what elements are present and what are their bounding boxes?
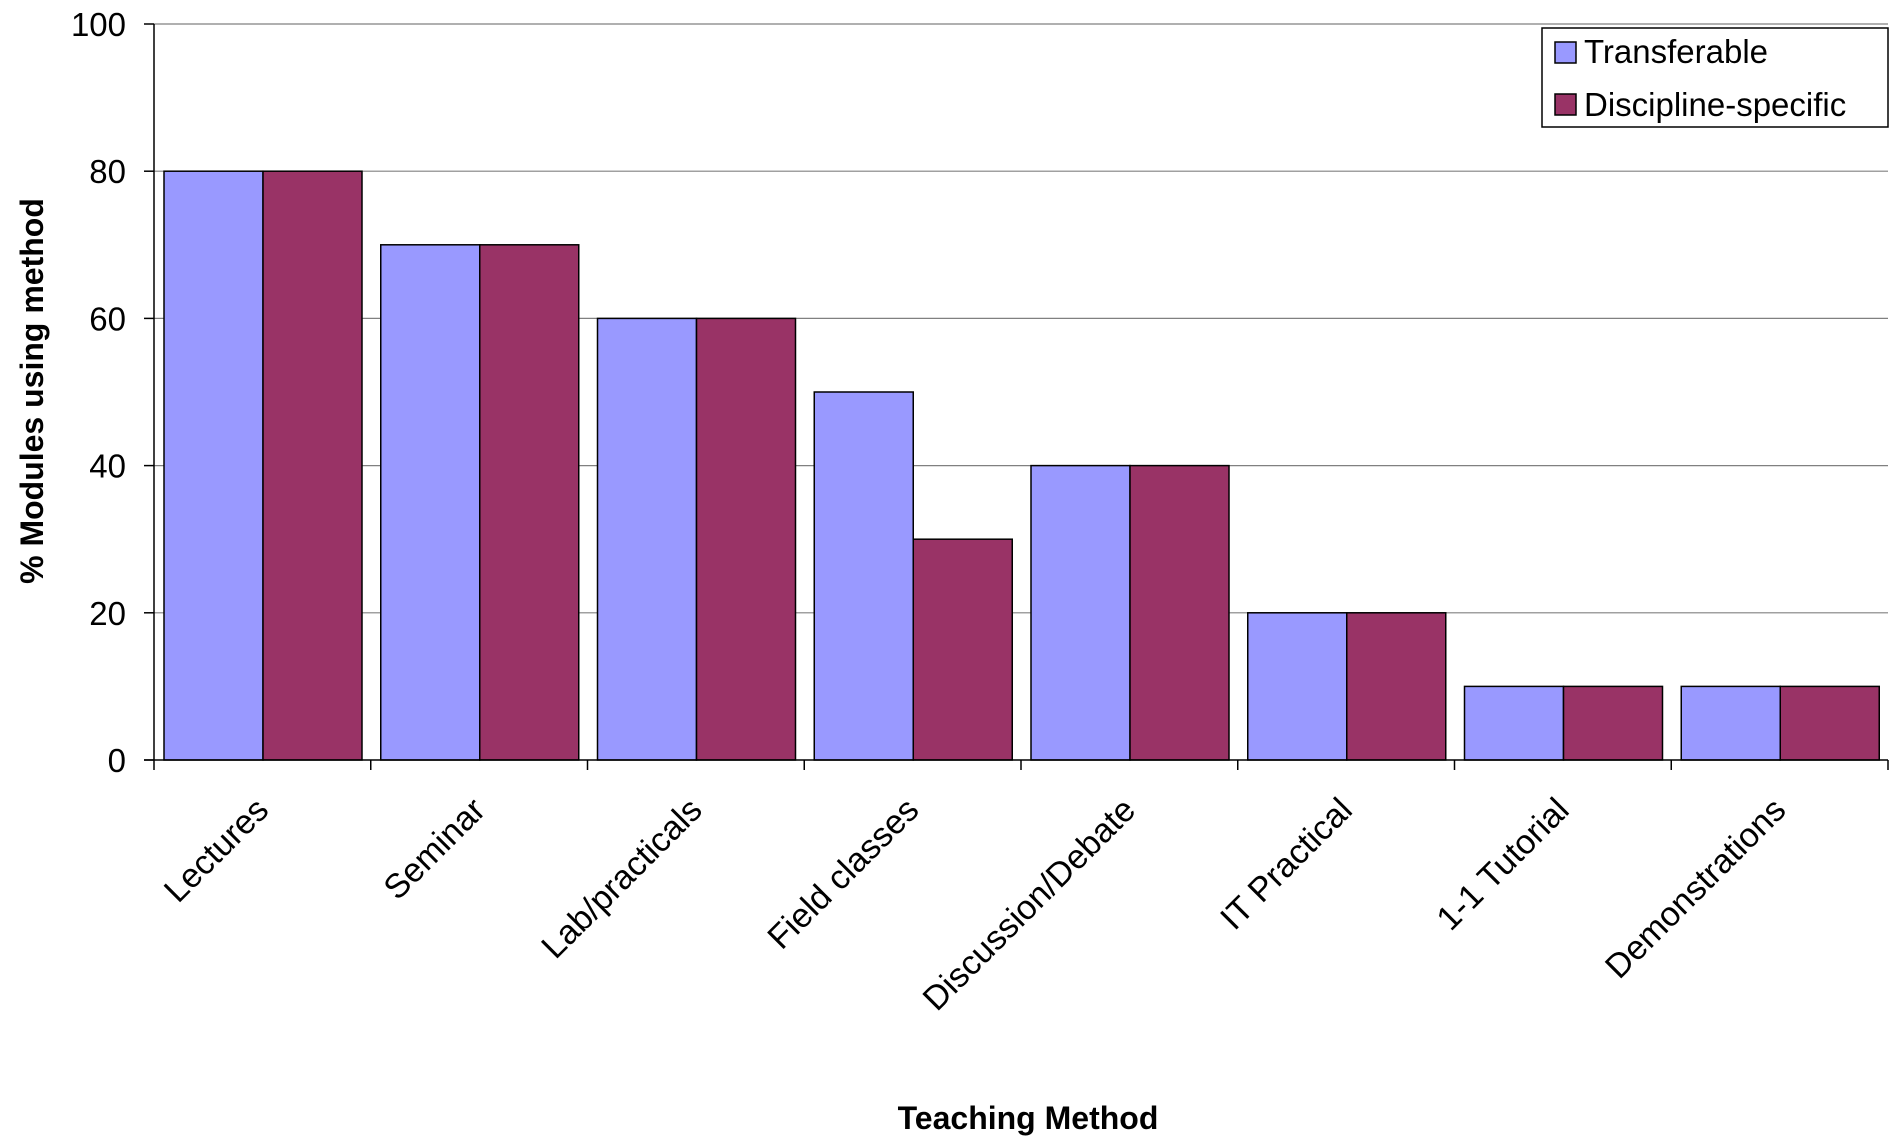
bar-transferable bbox=[1030, 464, 1131, 761]
axes bbox=[144, 23, 1889, 770]
legend: Transferable Discipline-specific bbox=[1541, 27, 1889, 128]
y-tick-label: 100 bbox=[71, 6, 126, 43]
bar-discipline-specific bbox=[1779, 685, 1880, 761]
legend-swatch-transferable bbox=[1554, 41, 1577, 64]
bar-discipline-specific bbox=[912, 538, 1013, 761]
bar-discipline-specific bbox=[479, 244, 580, 761]
x-tick-label: Lectures bbox=[157, 791, 276, 910]
bar-transferable bbox=[1247, 612, 1348, 761]
bar-transferable bbox=[1680, 685, 1781, 761]
x-tick-label: 1-1 Tutorial bbox=[1429, 791, 1576, 938]
y-tick-label: 0 bbox=[108, 742, 126, 779]
legend-label-transferable: Transferable bbox=[1584, 33, 1768, 70]
bar-discipline-specific bbox=[695, 317, 797, 761]
y-tick-label: 40 bbox=[89, 448, 126, 485]
y-tick-label: 60 bbox=[89, 300, 126, 337]
bars bbox=[163, 170, 1880, 761]
x-tick-label: Discussion/Debate bbox=[916, 791, 1143, 1018]
y-tick-labels: 0 20 40 60 80 100 bbox=[71, 6, 126, 779]
legend-swatch-discipline-specific bbox=[1554, 93, 1577, 116]
bar-transferable bbox=[813, 391, 914, 761]
y-tick-label: 20 bbox=[89, 595, 126, 632]
bar-discipline-specific bbox=[1346, 612, 1447, 761]
y-tick-label: 80 bbox=[89, 153, 126, 190]
x-tick-label: IT Practical bbox=[1213, 791, 1360, 938]
bar-discipline-specific bbox=[1129, 464, 1230, 761]
bar-discipline-specific bbox=[1562, 685, 1664, 761]
legend-label-discipline-specific: Discipline-specific bbox=[1584, 86, 1846, 123]
x-axis-title: Teaching Method bbox=[898, 1100, 1159, 1136]
bar-transferable bbox=[380, 244, 481, 761]
bar-discipline-specific bbox=[262, 170, 363, 761]
x-tick-label: Lab/practicals bbox=[534, 791, 709, 966]
x-tick-label: Demonstrations bbox=[1598, 791, 1793, 986]
x-tick-labels: Lectures Seminar Lab/practicals Field class… bbox=[157, 791, 1793, 1018]
legend-box bbox=[1541, 27, 1889, 128]
bar-transferable bbox=[163, 170, 264, 761]
bar-transferable bbox=[1463, 685, 1565, 761]
y-axis-title: % Modules using method bbox=[14, 198, 50, 584]
x-tick-label: Seminar bbox=[376, 791, 492, 907]
x-tick-label: Field classes bbox=[760, 791, 926, 957]
bar-transferable bbox=[596, 317, 698, 761]
